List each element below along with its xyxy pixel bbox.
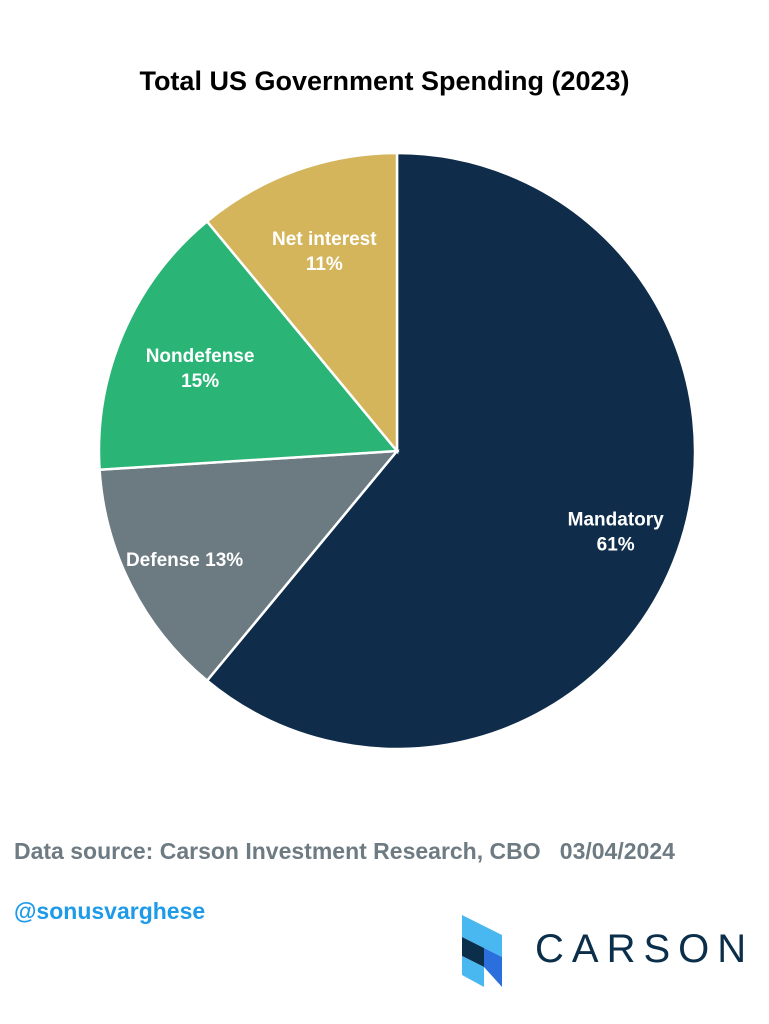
pie-chart: Mandatory 61% Defense 13% Nondefense 15% Net … — [97, 151, 697, 751]
author-handle: @sonusvarghese — [14, 898, 206, 924]
pie-slice-mandatory — [205, 151, 697, 751]
pie-slice-defense — [98, 449, 400, 683]
chart-title: Total US Government Spending (2023) — [139, 66, 630, 96]
pie-slice-net-interest — [205, 151, 399, 455]
data-source-note: Data source: Carson Investment Research,… — [14, 838, 675, 864]
slice-label-mandatory: Mandatory 61% — [568, 510, 665, 556]
carson-wordmark: CARSON — [535, 927, 755, 971]
carson-chevron-logo-icon — [462, 915, 502, 987]
slice-labels: Mandatory 61% Defense 13% Nondefense 15% Net … — [126, 229, 664, 571]
pie-slices — [97, 151, 697, 751]
pie-slice-nondefense — [97, 219, 400, 472]
slice-label-net-interest: Net interest 11% — [272, 229, 377, 275]
carson-logo: CARSON — [460, 915, 750, 995]
slice-label-defense: Defense 13% — [126, 550, 243, 571]
slice-label-nondefense: Nondefense 15% — [146, 346, 255, 392]
